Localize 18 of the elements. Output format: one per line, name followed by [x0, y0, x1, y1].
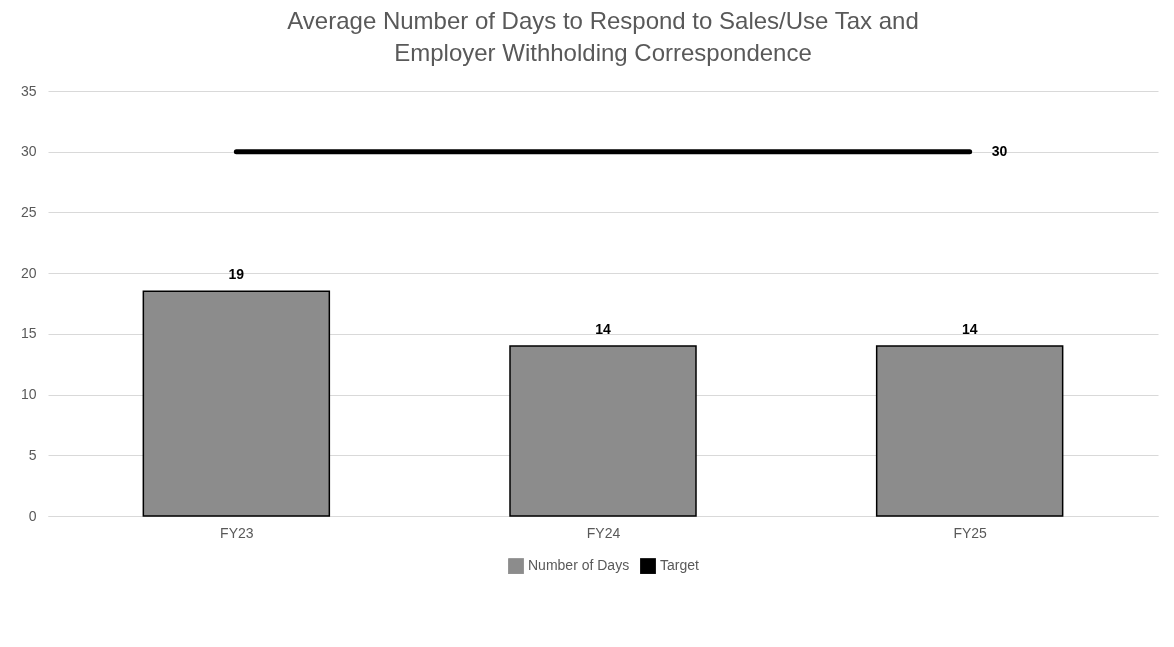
y-tick-label: 15: [20, 325, 37, 342]
chart-title: Average Number of Days to Respond to Sales/Use Tax and Employer Withholding Correspondence: [287, 7, 919, 66]
legend-label: Number of Days: [528, 557, 630, 574]
x-tick-label: FY24: [586, 524, 621, 541]
data-label: 19: [228, 266, 245, 283]
y-tick-label: 5: [28, 446, 37, 463]
y-tick-label: 35: [20, 82, 37, 99]
x-tick-label: FY23: [220, 524, 254, 541]
y-tick-label: 30: [20, 143, 37, 160]
y-tick-label: 25: [20, 203, 37, 220]
legend-label: Target: [660, 557, 700, 574]
y-tick-label: 20: [20, 264, 37, 281]
data-label: 14: [595, 321, 611, 337]
y-tick-label: 0: [28, 507, 37, 524]
data-label: 30: [991, 142, 1008, 159]
x-tick-label: FY25: [953, 524, 988, 541]
y-tick-label: 10: [20, 386, 37, 403]
data-label: 14: [961, 321, 978, 337]
